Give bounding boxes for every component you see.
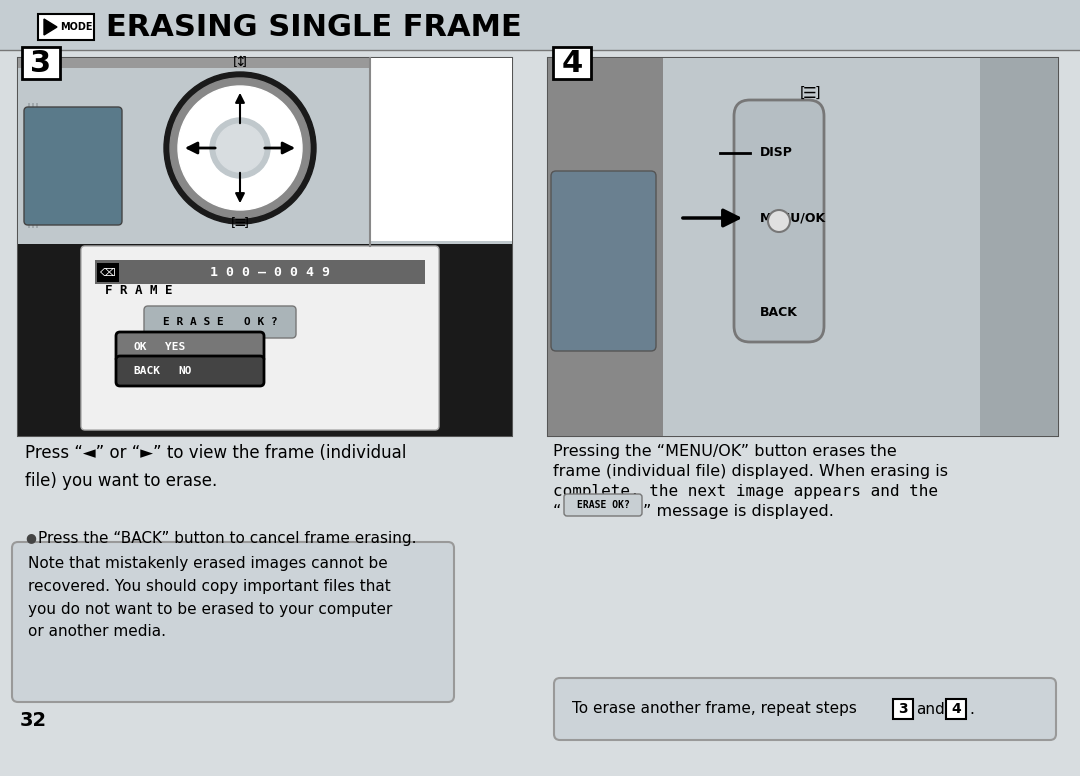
Text: [: [ <box>231 217 237 230</box>
Circle shape <box>164 72 316 224</box>
Text: complete, the next image appears and the: complete, the next image appears and the <box>553 484 939 499</box>
Text: ERASING SINGLE FRAME: ERASING SINGLE FRAME <box>106 12 522 41</box>
Text: Note that mistakenly erased images cannot be
recovered. You should copy importan: Note that mistakenly erased images canno… <box>28 556 392 639</box>
FancyArrowPatch shape <box>237 95 244 123</box>
FancyBboxPatch shape <box>551 171 656 351</box>
FancyArrowPatch shape <box>188 143 215 153</box>
FancyBboxPatch shape <box>116 332 264 362</box>
Text: ]: ] <box>242 56 247 68</box>
FancyBboxPatch shape <box>554 678 1056 740</box>
FancyBboxPatch shape <box>564 494 642 516</box>
FancyBboxPatch shape <box>946 699 966 719</box>
Circle shape <box>210 118 270 178</box>
FancyBboxPatch shape <box>893 699 913 719</box>
FancyBboxPatch shape <box>32 103 33 228</box>
Text: F R A M E: F R A M E <box>105 283 173 296</box>
Text: “: “ <box>553 504 562 519</box>
Text: 4: 4 <box>562 48 582 78</box>
Text: ]: ] <box>815 86 821 100</box>
FancyBboxPatch shape <box>95 260 426 284</box>
Text: frame (individual file) displayed. When erasing is: frame (individual file) displayed. When … <box>553 464 948 479</box>
Text: 32: 32 <box>21 711 48 729</box>
FancyBboxPatch shape <box>980 58 1058 436</box>
Text: ≡: ≡ <box>233 216 246 230</box>
Text: .: . <box>969 702 974 716</box>
Text: 3: 3 <box>899 702 908 716</box>
Text: [: [ <box>799 86 805 100</box>
Circle shape <box>216 124 264 172</box>
Polygon shape <box>44 19 57 35</box>
FancyArrowPatch shape <box>683 210 739 226</box>
Text: [: [ <box>233 56 238 68</box>
FancyBboxPatch shape <box>18 58 512 436</box>
Text: To erase another frame, repeat steps: To erase another frame, repeat steps <box>572 702 856 716</box>
Text: ERASE OK?: ERASE OK? <box>577 500 630 510</box>
FancyBboxPatch shape <box>548 58 1058 436</box>
FancyBboxPatch shape <box>548 58 1058 436</box>
FancyBboxPatch shape <box>81 246 438 430</box>
Text: ↕: ↕ <box>234 55 246 69</box>
FancyBboxPatch shape <box>18 244 512 436</box>
Circle shape <box>768 210 789 232</box>
Text: ⌫: ⌫ <box>100 268 116 278</box>
Text: 4: 4 <box>951 702 961 716</box>
FancyBboxPatch shape <box>22 47 60 79</box>
FancyBboxPatch shape <box>28 103 30 228</box>
Text: Press “◄” or “►” to view the frame (individual
file) you want to erase.: Press “◄” or “►” to view the frame (indi… <box>25 444 406 490</box>
Text: ]: ] <box>244 217 248 230</box>
Text: ●: ● <box>25 532 36 545</box>
FancyBboxPatch shape <box>36 103 38 228</box>
Text: OK: OK <box>133 342 147 352</box>
Text: E R A S E   O K ?: E R A S E O K ? <box>163 317 278 327</box>
Text: Pressing the “MENU/OK” button erases the: Pressing the “MENU/OK” button erases the <box>553 444 896 459</box>
Text: BACK: BACK <box>133 366 160 376</box>
FancyBboxPatch shape <box>370 58 512 241</box>
FancyBboxPatch shape <box>0 0 1080 50</box>
Text: NO: NO <box>178 366 191 376</box>
Text: ☰: ☰ <box>804 85 816 101</box>
FancyBboxPatch shape <box>18 58 512 68</box>
Text: YES: YES <box>165 342 186 352</box>
FancyBboxPatch shape <box>116 356 264 386</box>
FancyBboxPatch shape <box>24 107 122 225</box>
FancyBboxPatch shape <box>97 263 119 282</box>
FancyBboxPatch shape <box>548 58 663 436</box>
Circle shape <box>170 78 310 218</box>
Text: 3: 3 <box>30 48 52 78</box>
Text: DISP: DISP <box>760 147 793 160</box>
FancyBboxPatch shape <box>38 14 94 40</box>
Text: MODE: MODE <box>60 22 93 32</box>
Text: and: and <box>916 702 945 716</box>
FancyBboxPatch shape <box>18 58 512 246</box>
FancyArrowPatch shape <box>237 173 244 201</box>
FancyArrowPatch shape <box>265 143 292 153</box>
Circle shape <box>178 86 302 210</box>
Text: BACK: BACK <box>760 307 798 320</box>
Text: ” message is displayed.: ” message is displayed. <box>643 504 834 519</box>
Text: MENU/OK: MENU/OK <box>760 212 826 224</box>
FancyBboxPatch shape <box>12 542 454 702</box>
FancyBboxPatch shape <box>144 306 296 338</box>
Text: Press the “BACK” button to cancel frame erasing.: Press the “BACK” button to cancel frame … <box>38 531 417 546</box>
FancyBboxPatch shape <box>734 100 824 342</box>
Text: 1 0 0 — 0 0 4 9: 1 0 0 — 0 0 4 9 <box>210 265 330 279</box>
FancyBboxPatch shape <box>553 47 591 79</box>
